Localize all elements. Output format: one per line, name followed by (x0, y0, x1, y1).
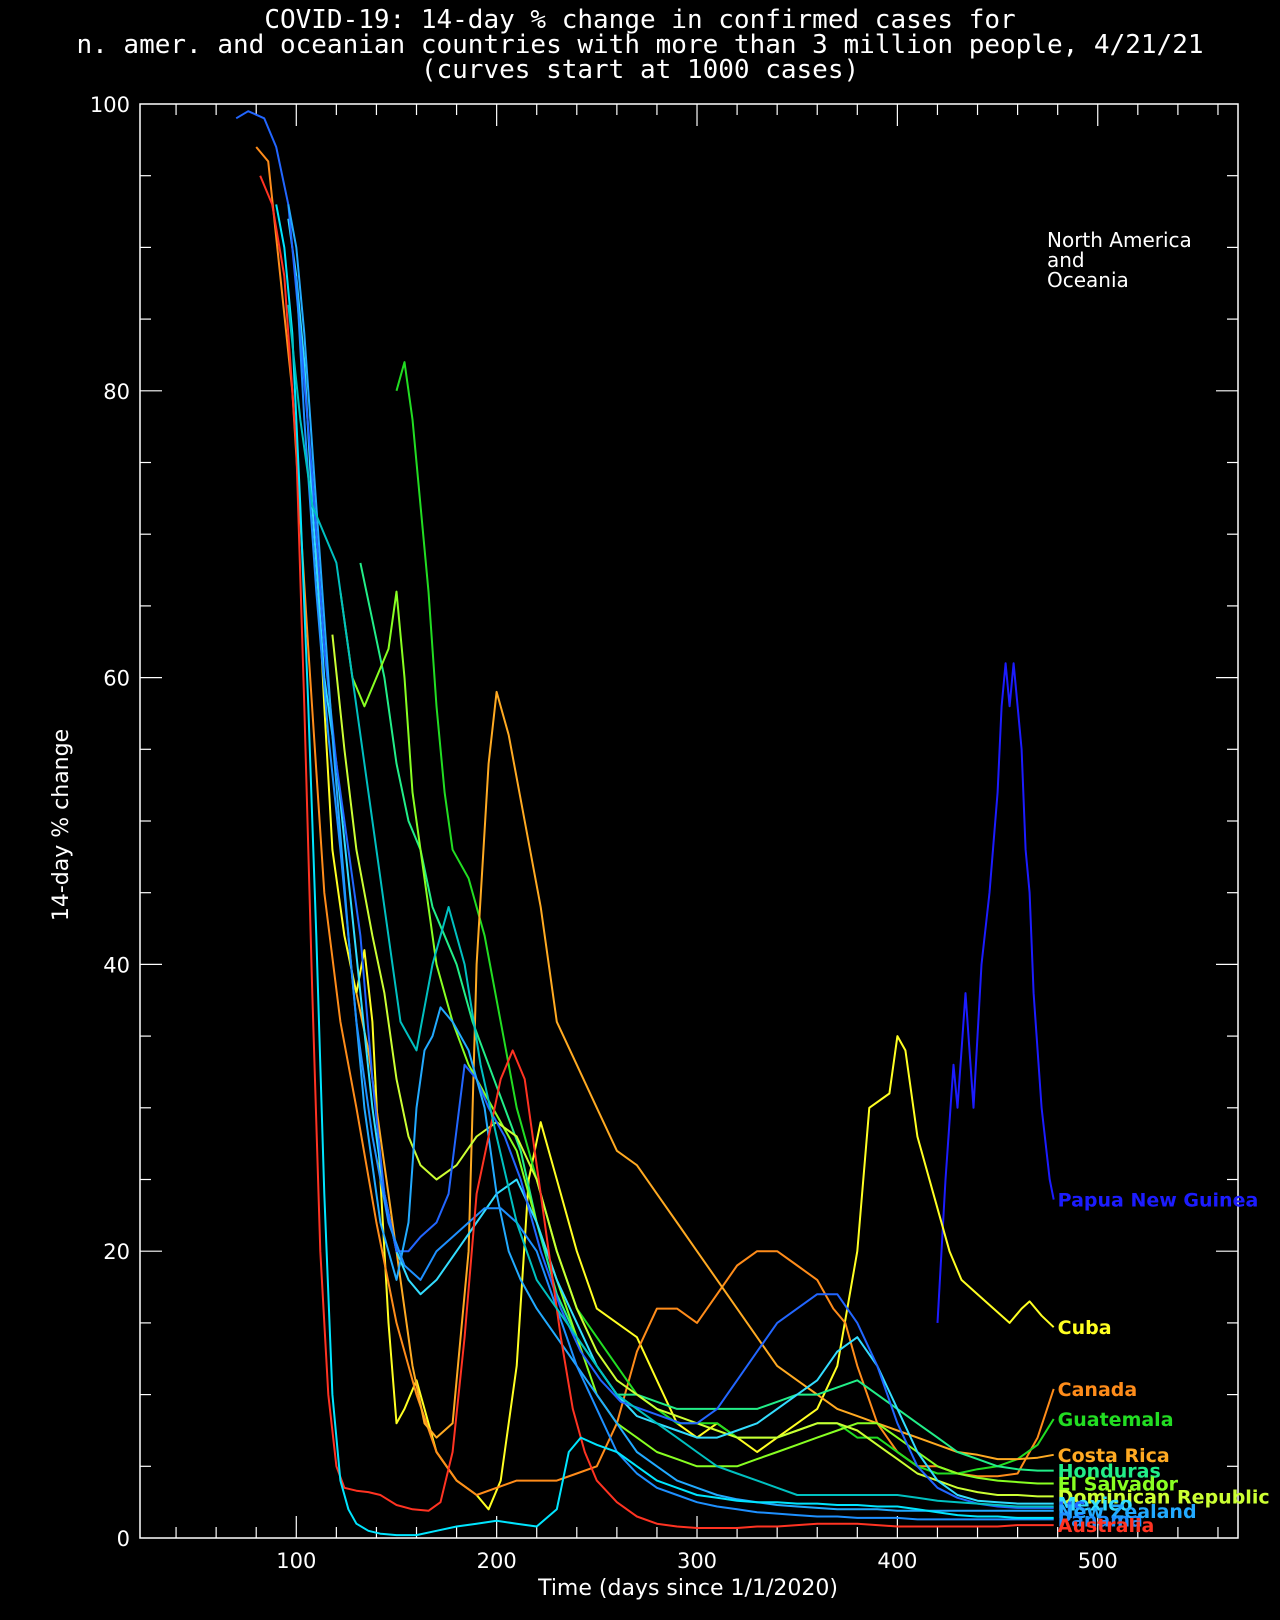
series-labels: Papua New Guinea Cuba Canada Guatemala Costa… (1058, 1190, 1270, 1538)
series-label-canada: Canada (1058, 1379, 1138, 1401)
series-line-canada (255, 146, 1055, 1496)
series-line-australia (259, 175, 1054, 1529)
series-label-mexico: Mexico (1058, 1494, 1133, 1516)
region-annotation: North America and Oceania (1047, 228, 1192, 292)
series-label-papua-new-guinea: Papua New Guinea (1058, 1190, 1259, 1212)
x-tick-label: 400 (877, 1549, 917, 1573)
series-line-papua-new-guinea (936, 662, 1055, 1323)
series-line-us (235, 110, 1054, 1509)
major-ticks (140, 104, 1238, 1538)
series-line-unlabeled (287, 304, 1054, 1508)
series-line-cuba (315, 548, 1055, 1511)
x-tick-label: 200 (477, 1549, 517, 1573)
series-line-dominican-republic (331, 634, 1054, 1498)
chart-title-line-2: n. amer. and oceanian countries with mor… (76, 30, 1204, 60)
series-label-guatemala: Guatemala (1058, 1409, 1174, 1431)
series-label-el-salvador: El Salvador (1058, 1474, 1179, 1496)
y-tick-label: 20 (103, 1240, 130, 1264)
annotation-line-1: North America (1047, 228, 1192, 252)
y-tick-label: 100 (90, 93, 130, 117)
series-line-costa-rica (355, 690, 1054, 1461)
x-tick-label: 100 (276, 1549, 316, 1573)
series-label-cuba: Cuba (1058, 1317, 1112, 1339)
y-axis-label: 14-day % change (49, 729, 74, 921)
series-line-new-zealand (287, 204, 1054, 1512)
y-tick-label: 80 (103, 380, 130, 404)
series-label-dominican-republic: Dominican Republic (1058, 1486, 1270, 1508)
series-label-new-zealand: New Zealand (1058, 1501, 1197, 1523)
minor-ticks (140, 104, 1238, 1538)
series-label-costa-rica: Costa Rica (1058, 1445, 1170, 1467)
series-line-unlabeled (275, 204, 1054, 1537)
series-line-guatemala (395, 361, 1055, 1475)
series-group (235, 110, 1055, 1537)
series-label-panama: Panama (1058, 1509, 1143, 1531)
series-label-australia: Australia (1058, 1515, 1155, 1537)
annotation-line-3: Oceania (1047, 268, 1129, 292)
series-line-honduras (359, 562, 1054, 1472)
series-label-us: US (1058, 1498, 1087, 1520)
annotation-line-2: and (1047, 248, 1085, 272)
tick-labels: 100 200 300 400 500 0 20 40 60 80 100 (90, 93, 1118, 1573)
chart-title-line-3: (curves start at 1000 cases) (420, 55, 860, 85)
x-tick-label: 300 (677, 1549, 717, 1573)
x-tick-label: 500 (1078, 1549, 1118, 1573)
x-axis-label: Time (days since 1/1/2020) (537, 1576, 838, 1601)
y-tick-label: 0 (117, 1527, 130, 1551)
series-line-panama (295, 276, 1054, 1521)
chart-title-line-1: COVID-19: 14-day % change in confirmed c… (264, 5, 1016, 35)
y-tick-label: 40 (103, 953, 130, 977)
y-tick-label: 60 (103, 667, 130, 691)
series-label-honduras: Honduras (1058, 1461, 1161, 1483)
series-line-el-salvador (339, 590, 1054, 1485)
